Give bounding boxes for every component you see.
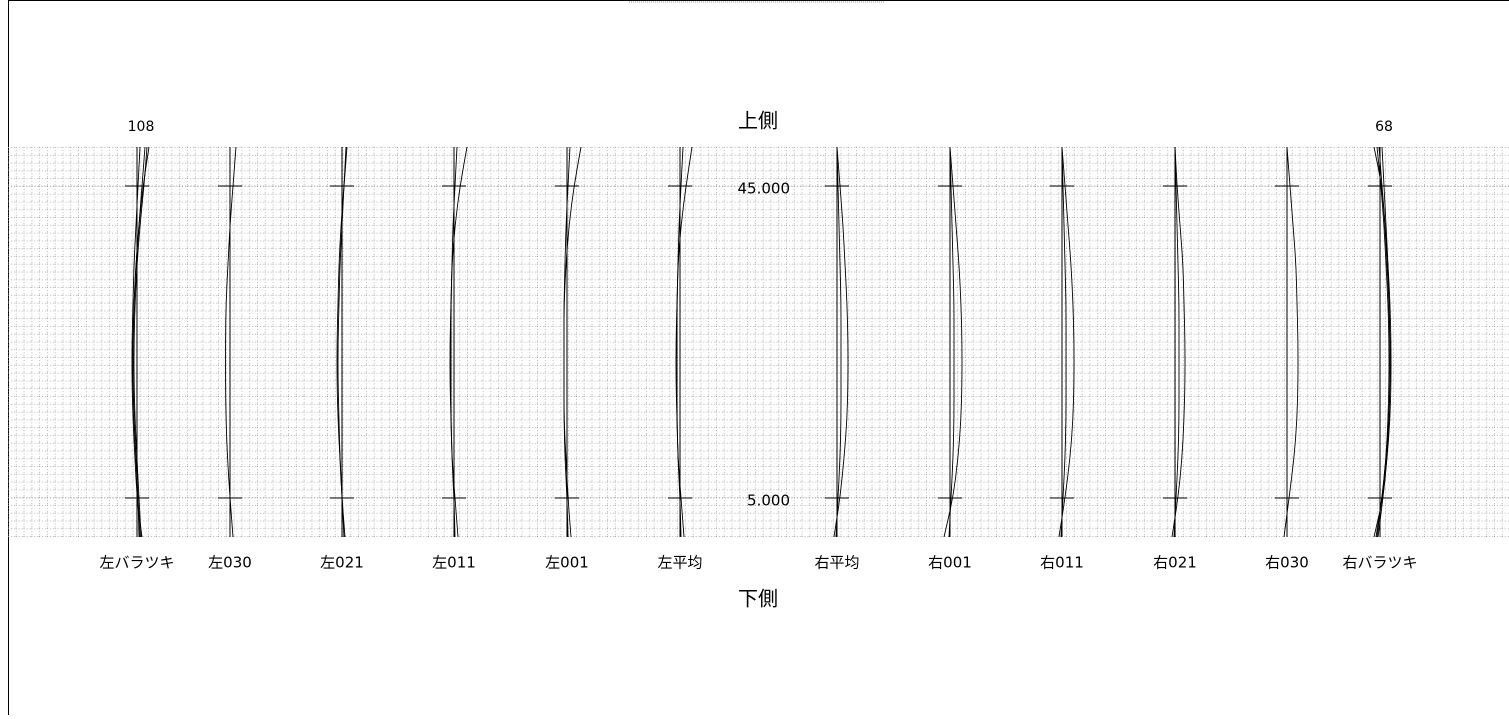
category-label: 左平均: [657, 554, 702, 572]
category-label: 左030: [208, 554, 252, 572]
category-label: 左021: [320, 554, 364, 572]
bottom-label: 下側: [738, 587, 778, 611]
category-label: 左001: [545, 554, 589, 572]
plot-grid: [8, 147, 1509, 537]
count-label: 108: [128, 119, 155, 135]
category-label: 右021: [1153, 554, 1197, 572]
y-tick-label: 45.000: [738, 180, 791, 198]
count-label: 68: [1375, 119, 1393, 135]
category-label: 左バラツキ: [99, 554, 174, 572]
category-label: 左011: [432, 554, 476, 572]
category-label: 右001: [928, 554, 972, 572]
category-label: 右030: [1265, 554, 1309, 572]
category-label: 右011: [1040, 554, 1084, 572]
y-tick-label: 5.000: [747, 492, 790, 510]
category-label: 右バラツキ: [1342, 554, 1417, 572]
top-label: 上側: [738, 109, 778, 133]
category-label: 右平均: [814, 554, 859, 572]
